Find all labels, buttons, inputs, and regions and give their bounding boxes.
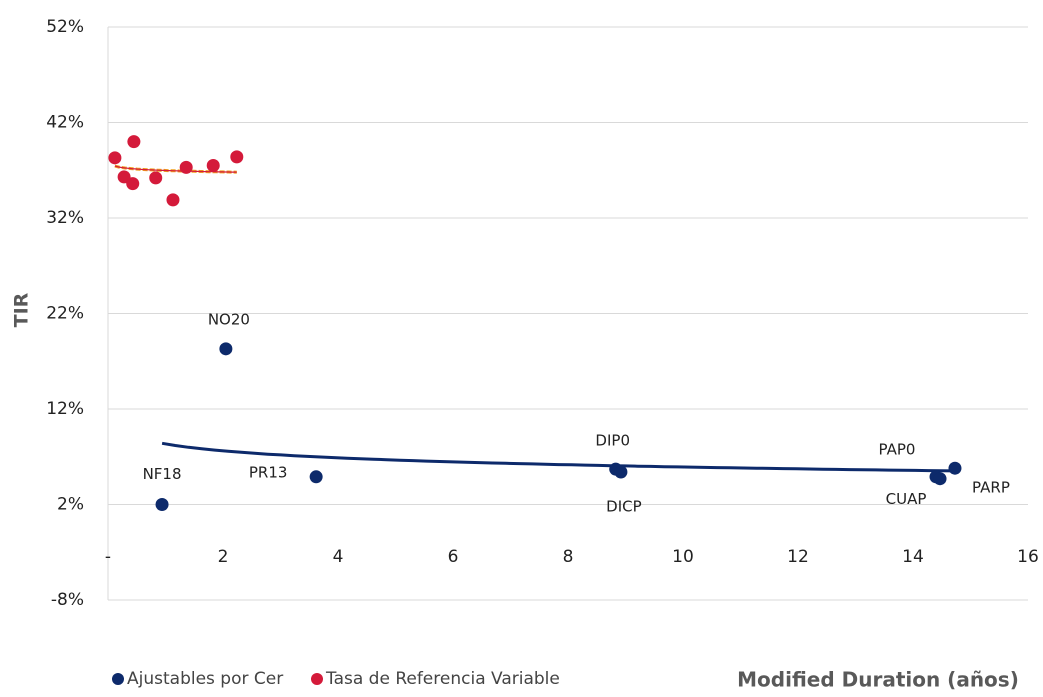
x-tick-label: 4 bbox=[333, 547, 344, 567]
point bbox=[933, 472, 947, 486]
y-tick-label: 52% bbox=[46, 17, 84, 37]
point bbox=[149, 171, 163, 185]
point bbox=[309, 470, 323, 484]
trendline bbox=[161, 441, 956, 473]
point bbox=[108, 151, 122, 165]
point bbox=[127, 135, 141, 149]
point bbox=[155, 498, 169, 511]
point-label: NO20 bbox=[208, 310, 250, 328]
legend-marker bbox=[112, 673, 124, 685]
point-label: PAP0 bbox=[879, 440, 916, 458]
x-tick-label: 10 bbox=[672, 547, 694, 567]
x-tick-label: 6 bbox=[448, 547, 459, 567]
point-label: CUAP bbox=[886, 490, 927, 508]
y-tick-label: 22% bbox=[46, 304, 84, 324]
x-tick-label: - bbox=[105, 547, 111, 567]
y-tick-label: 32% bbox=[46, 208, 84, 228]
point bbox=[166, 193, 180, 207]
point-label: DIP0 bbox=[595, 432, 630, 450]
point-label: DICP bbox=[606, 498, 642, 516]
legend-label: Tasa de Referencia Variable bbox=[325, 669, 560, 689]
y-axis-title: TIR bbox=[11, 292, 33, 327]
legend-marker bbox=[311, 673, 323, 685]
x-tick-label: 14 bbox=[902, 547, 924, 567]
x-tick-label: 16 bbox=[1017, 547, 1039, 567]
x-tick-label: 8 bbox=[563, 547, 574, 567]
point bbox=[179, 160, 193, 174]
legend-label: Ajustables por Cer bbox=[127, 669, 283, 689]
point-label: PARP bbox=[972, 479, 1010, 497]
x-axis-title: Modified Duration (años) bbox=[737, 668, 1019, 692]
y-tick-label: -8% bbox=[51, 590, 84, 610]
y-tick-label: 42% bbox=[46, 113, 84, 133]
point bbox=[614, 465, 628, 479]
x-tick-label: 2 bbox=[218, 547, 229, 567]
y-tick-label: 2% bbox=[57, 495, 84, 515]
trendline-under bbox=[114, 165, 237, 173]
point bbox=[948, 461, 962, 475]
point-label: PR13 bbox=[249, 463, 288, 481]
point bbox=[126, 177, 140, 191]
y-tick-label: 12% bbox=[46, 399, 84, 419]
point bbox=[206, 158, 220, 172]
point bbox=[219, 342, 233, 356]
point-label: NF18 bbox=[143, 465, 182, 483]
x-tick-label: 12 bbox=[787, 547, 809, 567]
point bbox=[230, 150, 244, 164]
